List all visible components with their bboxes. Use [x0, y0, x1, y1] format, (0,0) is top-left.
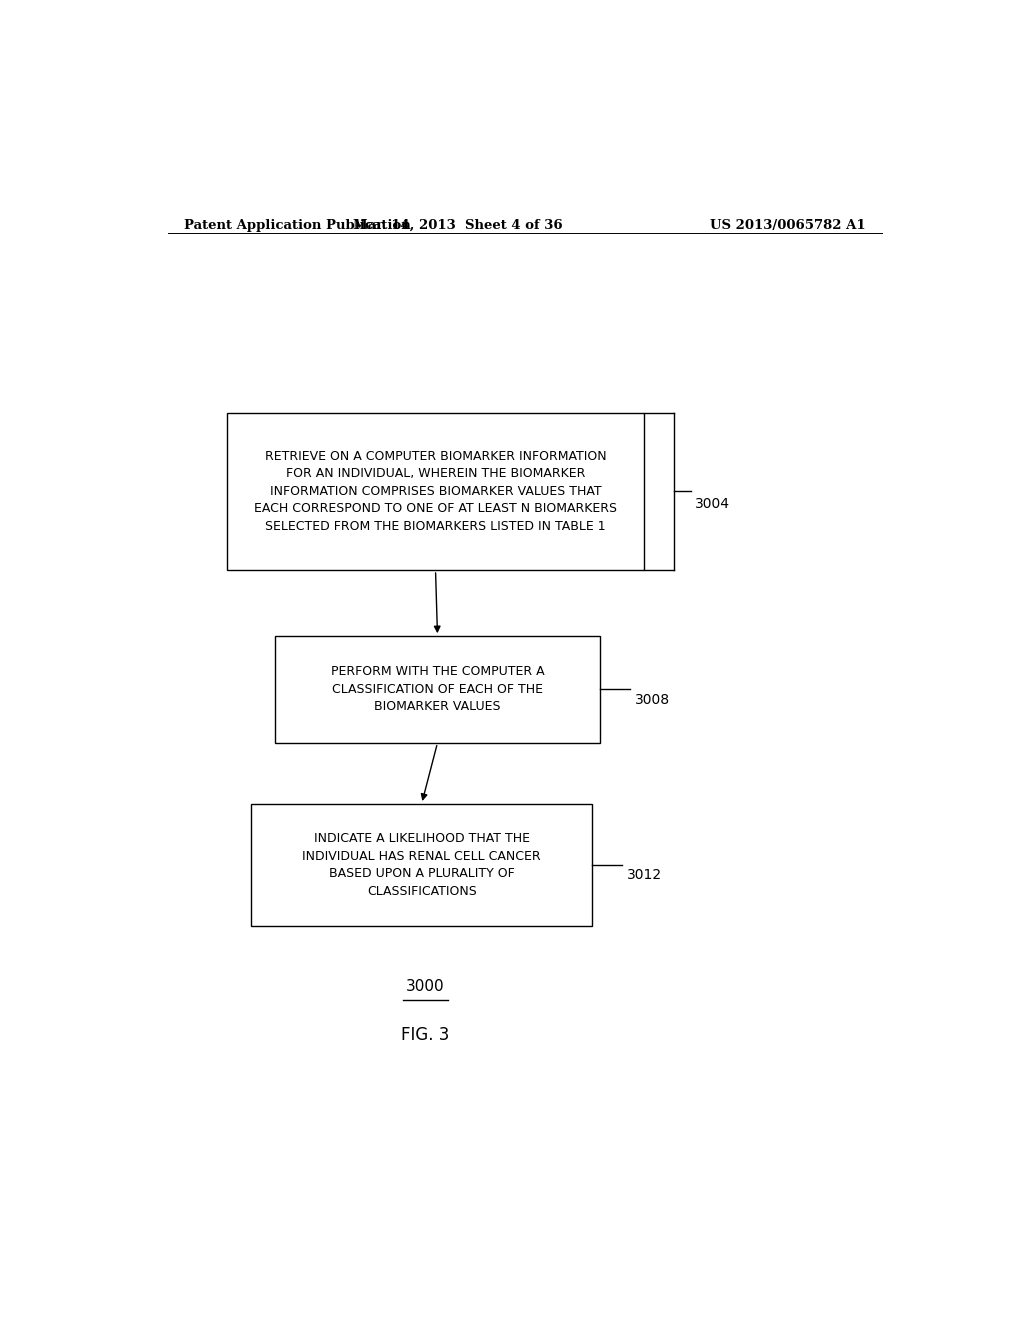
FancyBboxPatch shape [251, 804, 592, 925]
Text: PERFORM WITH THE COMPUTER A
CLASSIFICATION OF EACH OF THE
BIOMARKER VALUES: PERFORM WITH THE COMPUTER A CLASSIFICATI… [331, 665, 545, 714]
Text: 3012: 3012 [627, 869, 663, 882]
Text: 3004: 3004 [695, 498, 730, 511]
Text: Patent Application Publication: Patent Application Publication [183, 219, 411, 232]
Text: 3008: 3008 [635, 693, 671, 706]
Text: Mar. 14, 2013  Sheet 4 of 36: Mar. 14, 2013 Sheet 4 of 36 [352, 219, 562, 232]
Text: INDICATE A LIKELIHOOD THAT THE
INDIVIDUAL HAS RENAL CELL CANCER
BASED UPON A PLU: INDICATE A LIKELIHOOD THAT THE INDIVIDUA… [302, 832, 541, 898]
FancyBboxPatch shape [227, 412, 644, 570]
Text: US 2013/0065782 A1: US 2013/0065782 A1 [711, 219, 866, 232]
FancyBboxPatch shape [274, 636, 600, 743]
Text: RETRIEVE ON A COMPUTER BIOMARKER INFORMATION
FOR AN INDIVIDUAL, WHEREIN THE BIOM: RETRIEVE ON A COMPUTER BIOMARKER INFORMA… [254, 450, 617, 533]
Text: 3000: 3000 [407, 979, 444, 994]
Text: FIG. 3: FIG. 3 [401, 1026, 450, 1044]
